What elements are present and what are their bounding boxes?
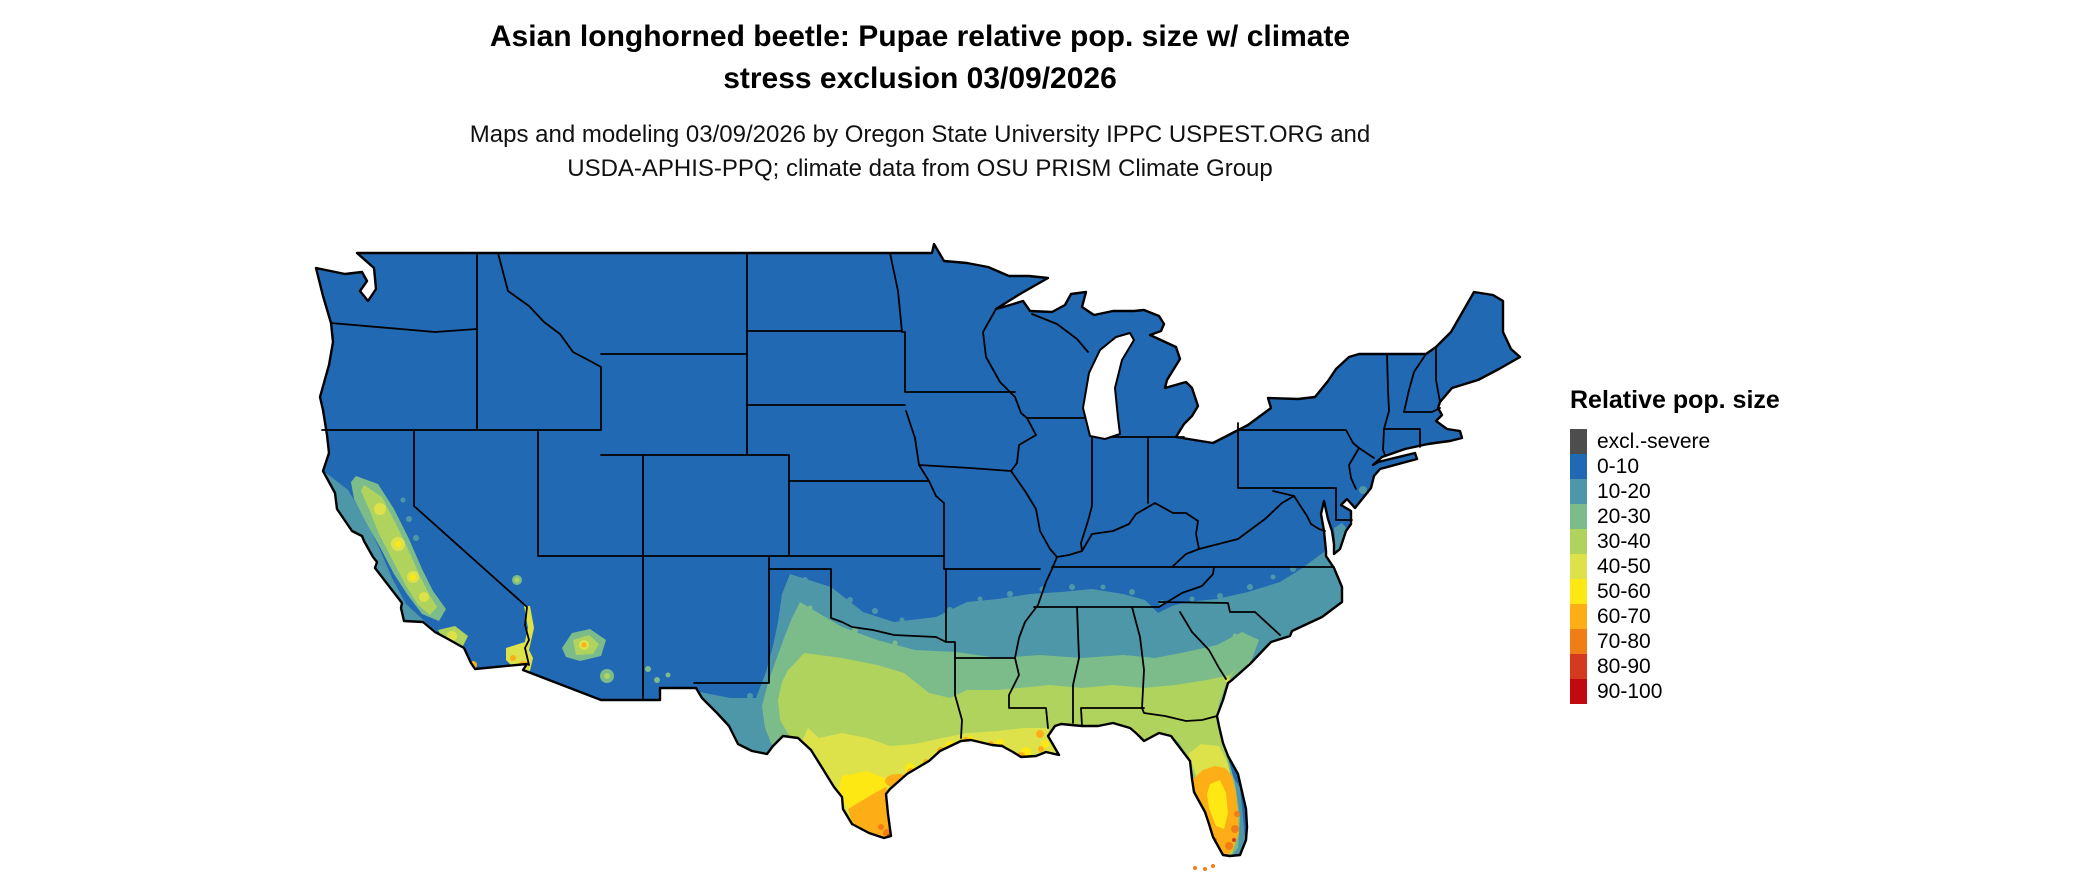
us-map [314, 242, 1522, 871]
legend-item-o70_80: 70-80 [1570, 629, 1780, 654]
legend: Relative pop. size excl.-severe 0-10 10-20… [1570, 386, 1780, 704]
legend-swatch-r80_90 [1570, 654, 1587, 679]
legend-item-o60_70: 60-70 [1570, 604, 1780, 629]
legend-swatch-o70_80 [1570, 629, 1587, 654]
legend-label-t10_20: 10-20 [1597, 479, 1651, 503]
legend-swatch-g20_30 [1570, 504, 1587, 529]
legend-label-r90_100: 90-100 [1597, 679, 1663, 703]
legend-label-r80_90: 80-90 [1597, 654, 1651, 678]
legend-item-g20_30: 20-30 [1570, 504, 1780, 529]
map-title: Asian longhorned beetle: Pupae relative … [0, 16, 1840, 100]
legend-label-excl: excl.-severe [1597, 429, 1711, 453]
climate-raster-layers [316, 244, 1520, 856]
legend-swatch-b0_10 [1570, 454, 1587, 479]
legend-label-yg30_40: 30-40 [1597, 529, 1651, 553]
legend-label-o60_70: 60-70 [1597, 604, 1651, 628]
legend-swatch-r90_100 [1570, 679, 1587, 704]
class-70-80-regions [878, 811, 1240, 850]
legend-label-b0_10: 0-10 [1597, 454, 1640, 478]
legend-item-t10_20: 10-20 [1570, 479, 1780, 504]
class-50-60-florida-core [1207, 780, 1228, 829]
legend-item-y50_60: 50-60 [1570, 579, 1780, 604]
legend-item-r90_100: 90-100 [1570, 679, 1780, 704]
legend-items: excl.-severe 0-10 10-20 20-30 30-40 40-50 50-6… [1570, 429, 1780, 704]
lake-michigan [1082, 332, 1135, 440]
florida-keys-dots [1193, 864, 1215, 871]
legend-item-r80_90: 80-90 [1570, 654, 1780, 679]
legend-swatch-y50_60 [1570, 579, 1587, 604]
map-subtitle: Maps and modeling 03/09/2026 by Oregon S… [0, 118, 1840, 186]
map-title-line1: Asian longhorned beetle: Pupae relative … [489, 20, 1351, 53]
legend-item-yg30_40: 30-40 [1570, 529, 1780, 554]
legend-label-o70_80: 70-80 [1597, 629, 1651, 653]
state-borders [321, 252, 1441, 739]
legend-swatch-t10_20 [1570, 479, 1587, 504]
us-outline [314, 242, 1522, 858]
legend-swatch-yg30_40 [1570, 529, 1587, 554]
legend-label-y50_60: 50-60 [1597, 579, 1651, 603]
legend-swatch-y40_50 [1570, 554, 1587, 579]
legend-item-y40_50: 40-50 [1570, 554, 1780, 579]
class-80-90-regions [887, 834, 1236, 842]
map-subtitle-line2: USDA-APHIS-PPQ; climate data from OSU PR… [567, 155, 1273, 182]
map-title-line2: stress exclusion 03/09/2026 [723, 62, 1117, 95]
legend-label-y40_50: 40-50 [1597, 554, 1651, 578]
map-subtitle-line1: Maps and modeling 03/09/2026 by Oregon S… [469, 121, 1371, 148]
us-map-container [310, 228, 1530, 888]
legend-label-g20_30: 20-30 [1597, 504, 1651, 528]
legend-item-b0_10: 0-10 [1570, 454, 1780, 479]
legend-title: Relative pop. size [1570, 386, 1780, 414]
legend-item-excl: excl.-severe [1570, 429, 1780, 454]
legend-swatch-o60_70 [1570, 604, 1587, 629]
legend-swatch-excl [1570, 429, 1587, 454]
class-0-10-base [316, 244, 1520, 856]
